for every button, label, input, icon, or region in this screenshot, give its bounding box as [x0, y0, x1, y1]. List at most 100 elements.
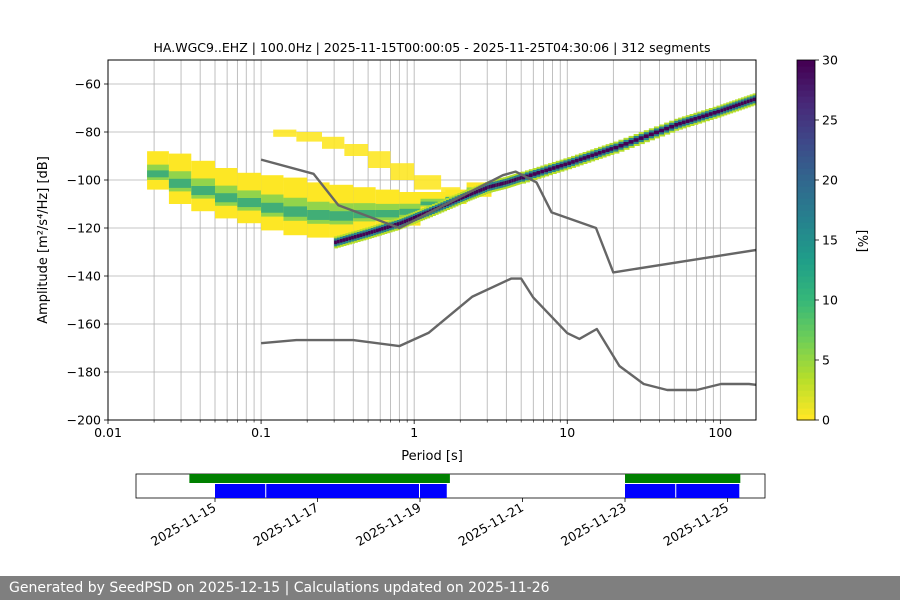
pdf-ridge-core: [540, 169, 546, 174]
timeline-green-segment: [625, 474, 741, 483]
pdf-ridge-core: [735, 103, 739, 108]
colorbar-segment: [797, 384, 815, 391]
pdf-sparse-band: [368, 151, 391, 168]
psd-heatmap: [147, 93, 756, 249]
pdf-ridge-core: [590, 153, 596, 158]
colorbar-segment: [797, 108, 815, 115]
pdf-ridge-core: [726, 106, 731, 111]
colorbar-segment: [797, 366, 815, 373]
pdf-sparse-band: [414, 175, 442, 190]
colorbar-tick-label: 25: [822, 113, 838, 128]
pdf-ridge-core: [516, 177, 519, 181]
x-tick-label: 1: [410, 425, 418, 440]
colorbar-tick-label: 15: [822, 233, 838, 248]
colorbar-segment: [797, 204, 815, 211]
pdf-ridge-core: [495, 183, 498, 187]
pdf-ridge-core: [689, 118, 695, 122]
colorbar-segment: [797, 216, 815, 223]
pdf-ridge-core: [506, 180, 509, 185]
pdf-ridge-core: [582, 156, 588, 160]
pdf-ridge-core: [496, 183, 500, 187]
pdf-ridge-core: [628, 140, 635, 144]
pdf-ridge-core: [375, 228, 380, 233]
colorbar-segment: [797, 96, 815, 103]
colorbar-segment: [797, 72, 815, 79]
colorbar-segment: [797, 324, 815, 331]
pdf-ridge-core: [752, 97, 756, 102]
pdf-ridge-core: [664, 126, 671, 131]
colorbar-segment: [797, 264, 815, 271]
pdf-ridge-core: [498, 182, 501, 187]
y-tick-label: −140: [67, 269, 101, 284]
colorbar-segment: [797, 402, 815, 409]
colorbar-segment: [797, 372, 815, 379]
pdf-ridge-core: [513, 178, 516, 182]
pdf-ridge-core: [419, 213, 423, 217]
pdf-ridge-core: [536, 171, 542, 175]
pdf-ridge-core: [396, 222, 401, 226]
colorbar-segment: [797, 288, 815, 295]
pdf-band-peak: [283, 206, 308, 217]
colorbar-segment: [797, 162, 815, 169]
pdf-ridge-core: [716, 109, 722, 114]
x-tick-label: 10: [559, 425, 575, 440]
pdf-ridge-core: [678, 121, 683, 126]
colorbar-segment: [797, 192, 815, 199]
colorbar-segment: [797, 66, 815, 73]
pdf-ridge-core: [648, 132, 655, 137]
pdf-ridge-core: [732, 104, 737, 109]
colorbar-tick-label: 30: [822, 53, 838, 68]
pdf-band-peak: [307, 210, 330, 220]
timeline-blue-segment: [215, 484, 266, 498]
pdf-ridge-core: [681, 120, 687, 125]
pdf-band-peak: [375, 210, 400, 218]
timeline-tick-label: 2025-11-21: [456, 500, 526, 549]
noise-model-nhnm: [260, 158, 756, 274]
pdf-ridge-core: [737, 102, 742, 107]
colorbar-segment: [797, 120, 815, 127]
pdf-sparse-band: [322, 136, 345, 149]
pdf-ridge-core: [574, 158, 580, 163]
pdf-ridge-core: [342, 238, 347, 242]
data-availability-timeline: 2025-11-15 2025-11-17 2025-11-19 2025-11-21…: [135, 473, 766, 549]
pdf-ridge-core: [633, 138, 640, 142]
pdf-ridge-core: [548, 167, 553, 171]
pdf-ridge-core: [493, 183, 497, 188]
timeline-tick-label: 2025-11-15: [148, 500, 218, 549]
pdf-ridge-core: [336, 239, 341, 244]
pdf-ridge-core: [613, 145, 620, 150]
pdf-ridge-core: [555, 165, 561, 169]
timeline-tick-label: 2025-11-25: [661, 500, 731, 549]
pdf-ridge-core: [457, 197, 462, 201]
pdf-ridge-core: [482, 187, 486, 191]
pdf-ridge-core: [503, 181, 506, 185]
pdf-sparse-band: [441, 187, 461, 197]
pdf-ridge-core: [594, 152, 599, 156]
pdf-ridge-core: [490, 184, 493, 189]
colorbar-segment: [797, 132, 815, 139]
pdf-ridge-core: [421, 212, 426, 216]
colorbar: 0 5 10 15 20 25 30: [796, 53, 838, 428]
colorbar-segment: [797, 168, 815, 175]
pdf-ridge-core: [743, 100, 748, 105]
colorbar-segment: [797, 336, 815, 343]
pdf-ridge-core: [386, 225, 390, 229]
pdf-ridge-core: [567, 161, 573, 165]
colorbar-segment: [797, 144, 815, 151]
colorbar-segment: [797, 228, 815, 235]
colorbar-segment: [797, 318, 815, 325]
pdf-band-peak: [191, 186, 216, 196]
pdf-ridge-core: [478, 189, 482, 193]
colorbar-segment: [797, 252, 815, 259]
colorbar-segment: [797, 198, 815, 205]
noise-model-lines: [260, 158, 756, 392]
timeline-tick-label: 2025-11-19: [353, 500, 423, 549]
timeline-blue-segment: [625, 484, 676, 498]
colorbar-segment: [797, 378, 815, 385]
colorbar-segment: [797, 138, 815, 145]
colorbar-segment: [797, 294, 815, 301]
pdf-ridge-core: [659, 128, 666, 133]
pdf-ridge-core: [746, 99, 751, 104]
pdf-band-peak: [399, 208, 421, 215]
pdf-ridge-core: [601, 149, 607, 154]
